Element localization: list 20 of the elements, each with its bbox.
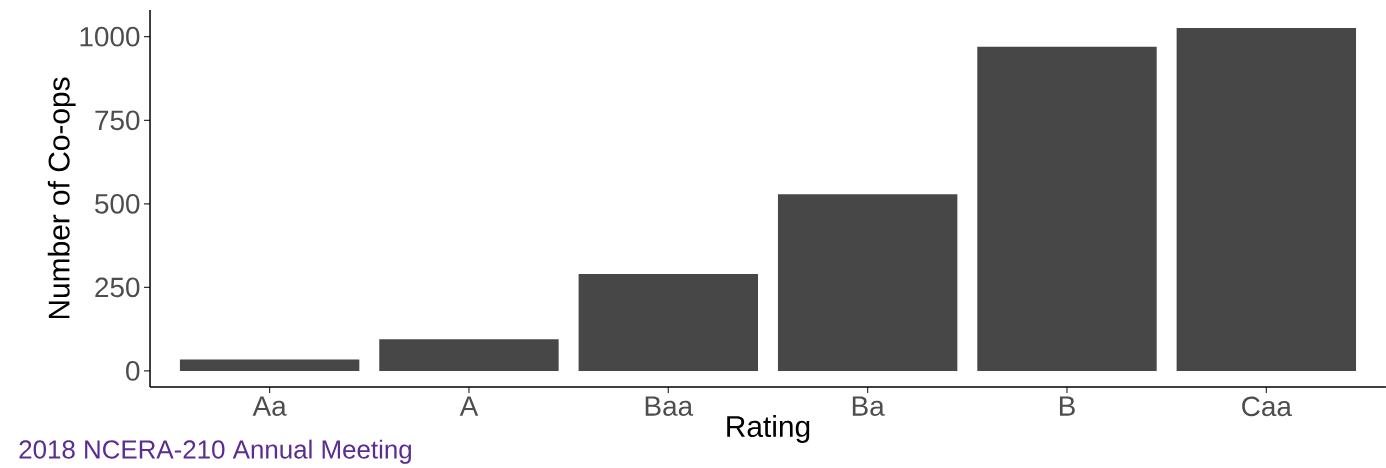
x-tick-label: Baa xyxy=(645,396,694,416)
y-tick-label: 250 xyxy=(95,277,140,298)
bar xyxy=(1176,28,1357,371)
bar xyxy=(179,359,360,371)
bar xyxy=(578,274,759,371)
y-tick-label: 0 xyxy=(126,361,140,381)
x-axis-title: Rating xyxy=(727,415,810,443)
y-tick-label: 1000 xyxy=(80,26,140,47)
x-tick-label: B xyxy=(1059,396,1075,416)
bar xyxy=(379,339,559,371)
y-tick-label: 500 xyxy=(95,193,140,214)
bar xyxy=(777,194,958,371)
x-tick-label: Aa xyxy=(252,396,287,416)
x-tick-label: A xyxy=(459,396,479,416)
text: 2018 NCERA-210 Annual Meeting xyxy=(19,439,411,464)
x-tick-label: Ba xyxy=(852,396,885,416)
bar xyxy=(977,46,1157,371)
x-tick-label: Caa xyxy=(1242,396,1292,417)
y-axis-title: Number of Co-ops xyxy=(47,77,76,319)
y-tick-label: 750 xyxy=(95,110,140,131)
